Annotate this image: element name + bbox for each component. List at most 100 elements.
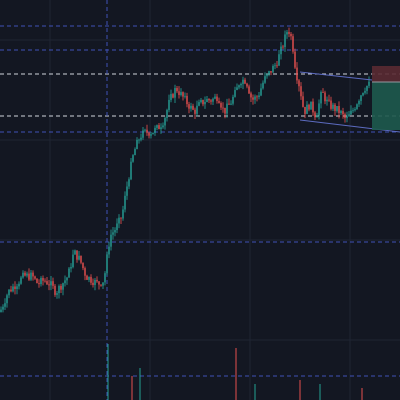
candle-body: [330, 100, 332, 109]
candle-body: [124, 195, 126, 210]
candle-body: [64, 280, 66, 284]
candle-body: [314, 112, 316, 118]
candle-body: [154, 127, 156, 133]
candle-body: [286, 32, 288, 35]
candle-body: [188, 104, 190, 109]
position-profit-zone[interactable]: [372, 82, 400, 130]
candle-body: [182, 92, 184, 97]
candles: [0, 27, 370, 313]
position-tool[interactable]: [372, 66, 400, 130]
position-loss-zone[interactable]: [372, 66, 400, 82]
volume-bars: [107, 344, 363, 400]
candle-body: [352, 110, 354, 112]
horizontal-levels[interactable]: [0, 25, 400, 377]
candle-body: [118, 217, 120, 224]
candle-body: [338, 106, 340, 113]
candle-body: [42, 277, 44, 281]
candle-body: [242, 79, 244, 84]
candle-body: [320, 92, 322, 104]
candle-body: [86, 275, 88, 280]
candle-body: [168, 99, 170, 111]
candle-body: [200, 99, 202, 103]
candle-body: [318, 103, 320, 116]
candle-body: [58, 285, 60, 294]
volume-bar: [131, 376, 133, 400]
candle-body: [164, 118, 166, 126]
candle-body: [38, 283, 40, 285]
candle-body: [230, 103, 232, 105]
candle-body: [238, 85, 240, 88]
candle-body: [176, 88, 178, 92]
candle-body: [198, 102, 200, 106]
candle-body: [110, 234, 112, 247]
candle-body: [32, 272, 34, 277]
candle-body: [202, 99, 204, 105]
candle-body: [274, 65, 276, 67]
candle-body: [368, 81, 370, 86]
candle-body: [362, 92, 364, 96]
candle-body: [40, 277, 42, 285]
candle-body: [350, 110, 352, 115]
candle-body: [256, 96, 258, 98]
candle-body: [10, 289, 12, 292]
candle-body: [68, 268, 70, 278]
candle-body: [268, 71, 270, 74]
candle-body: [60, 285, 62, 290]
candle-body: [292, 36, 294, 52]
candle-body: [92, 282, 94, 285]
candle-body: [272, 66, 274, 73]
candle-body: [278, 54, 280, 66]
candle-body: [220, 103, 222, 108]
candle-body: [178, 91, 180, 95]
candle-body: [366, 85, 368, 91]
candle-body: [332, 104, 334, 109]
candle-body: [172, 94, 174, 98]
channel-line-upper[interactable]: [299, 71, 373, 81]
candle-body: [208, 98, 210, 101]
candle-body: [170, 94, 172, 100]
candle-body: [116, 223, 118, 231]
candle-body: [340, 111, 342, 113]
candle-body: [6, 295, 8, 304]
candle-body: [280, 46, 282, 55]
candle-body: [76, 250, 78, 260]
candle-body: [196, 105, 198, 114]
candle-body: [156, 125, 158, 128]
candle-body: [282, 46, 284, 48]
candle-body: [0, 309, 2, 312]
candle-body: [98, 281, 100, 285]
candle-body: [260, 88, 262, 96]
candle-body: [324, 92, 326, 102]
candle-body: [298, 80, 300, 87]
candle-body: [152, 132, 154, 135]
candle-body: [136, 139, 138, 150]
candle-body: [216, 96, 218, 102]
candle-body: [214, 96, 216, 99]
candle-body: [212, 98, 214, 102]
candle-body: [240, 83, 242, 86]
candle-body: [224, 107, 226, 114]
candle-body: [48, 284, 50, 286]
volume-bar: [319, 384, 321, 400]
candle-body: [4, 303, 6, 307]
candle-body: [310, 101, 312, 110]
candle-body: [54, 285, 56, 295]
candle-body: [294, 51, 296, 68]
candle-body: [304, 106, 306, 114]
candle-body: [106, 254, 108, 274]
candle-body: [262, 82, 264, 89]
candle-body: [356, 104, 358, 110]
candle-body: [328, 99, 330, 101]
candle-body: [190, 105, 192, 109]
candle-body: [108, 246, 110, 255]
candle-body: [346, 116, 348, 119]
candle-body: [30, 272, 32, 280]
candle-body: [186, 95, 188, 105]
volume-bar: [235, 348, 237, 400]
candle-body: [12, 286, 14, 292]
candle-body: [14, 286, 16, 289]
candle-body: [326, 99, 328, 102]
candle-body: [88, 276, 90, 280]
